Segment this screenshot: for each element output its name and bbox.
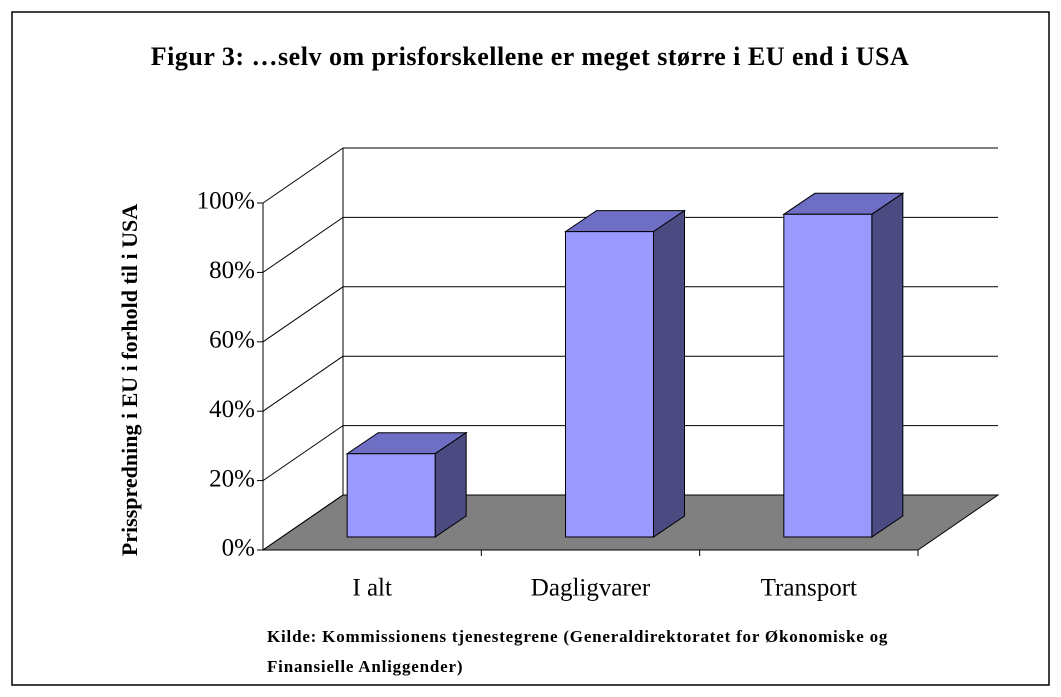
grid-line [262, 494, 344, 551]
bar-side [871, 192, 904, 538]
bar [565, 231, 654, 538]
y-tick-label: 80% [209, 257, 255, 284]
x-tick-label: Transport [761, 575, 857, 602]
source-note: Kilde: Kommissionens tjenestegrene (Gene… [267, 627, 889, 676]
grid-line [262, 355, 344, 412]
y-tick-label: 100% [197, 188, 255, 215]
grid-line [262, 147, 344, 204]
x-tick-label: I alt [352, 575, 392, 602]
frame [11, 11, 1050, 686]
x-tick-label: Dagligvarer [531, 575, 651, 602]
bar [346, 453, 436, 538]
grid-line [262, 216, 344, 273]
grid-line [262, 425, 344, 482]
bar [783, 213, 873, 538]
y-axis-label: Prisspredning i EU i forhold til i USA [117, 203, 142, 557]
chart-title: Figur 3: …selv om prisforskellene er meg… [150, 42, 910, 71]
bar-side [653, 209, 685, 538]
grid-line [262, 286, 344, 343]
y-tick-label: 0% [222, 535, 255, 562]
y-tick-label: 20% [209, 465, 255, 492]
y-tick-label: 60% [209, 327, 255, 354]
y-tick-label: 40% [209, 396, 255, 423]
